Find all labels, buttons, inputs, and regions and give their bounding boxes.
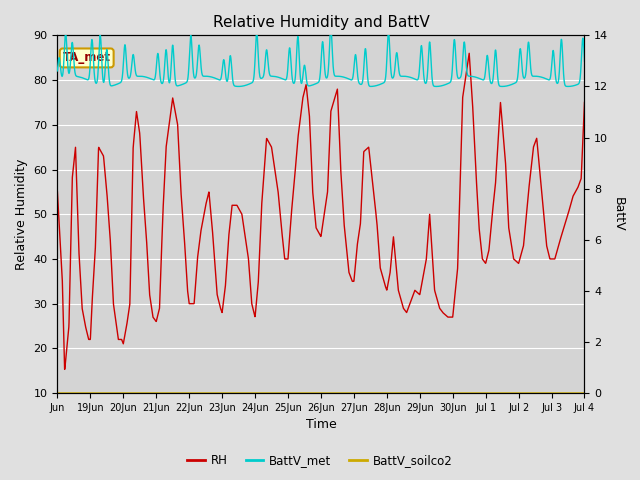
Title: Relative Humidity and BattV: Relative Humidity and BattV <box>212 15 429 30</box>
Y-axis label: Relative Humidity: Relative Humidity <box>15 158 28 270</box>
Y-axis label: BattV: BattV <box>612 197 625 231</box>
Text: TA_met: TA_met <box>63 51 111 64</box>
X-axis label: Time: Time <box>305 419 336 432</box>
Legend: RH, BattV_met, BattV_soilco2: RH, BattV_met, BattV_soilco2 <box>182 449 458 472</box>
